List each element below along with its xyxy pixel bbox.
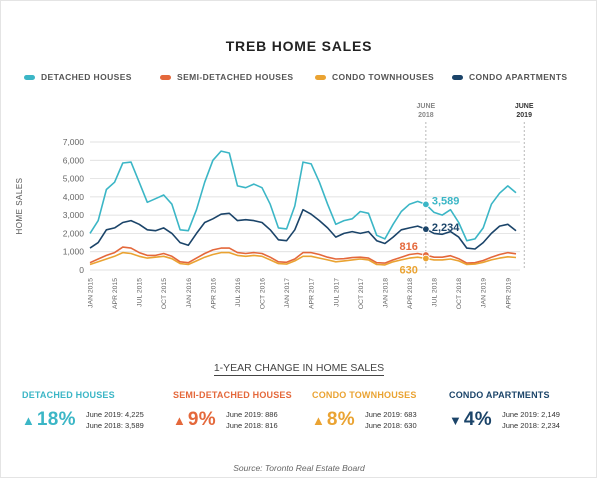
- panel-detail: June 2019: 4,225 June 2018: 3,589: [86, 409, 144, 431]
- legend-label: CONDO TOWNHOUSES: [332, 72, 435, 82]
- panel-name: CONDO TOWNHOUSES: [312, 390, 417, 400]
- panel-percent: 18%: [36, 409, 76, 430]
- x-tick-label: OCT 2018: [456, 278, 463, 309]
- change-panel-condo-townhouses: CONDO TOWNHOUSES ▲ 8% June 2019: 683 Jun…: [312, 390, 462, 431]
- series-line: [89, 251, 517, 266]
- x-tick-label: JAN 2016: [186, 278, 193, 308]
- legend-label: SEMI-DETACHED HOUSES: [177, 72, 294, 82]
- x-tick-label: OCT 2016: [260, 278, 267, 309]
- x-tick-label: OCT 2015: [161, 278, 168, 309]
- panel-line-2018: June 2018: 816: [225, 421, 278, 430]
- x-tick-label: APR 2019: [505, 278, 512, 309]
- panel-line-2018: June 2018: 630: [364, 421, 417, 430]
- up-arrow-icon: ▲: [312, 412, 325, 428]
- change-panel-condo-apartments: CONDO APARTMENTS ▼ 4% June 2019: 2,149 J…: [449, 390, 598, 431]
- panel-name: SEMI-DETACHED HOUSES: [173, 390, 292, 400]
- marker-value-label: 630: [400, 264, 418, 276]
- x-tick-label: OCT 2017: [358, 278, 365, 309]
- panel-row: ▲ 18% June 2019: 4,225 June 2018: 3,589: [22, 409, 172, 431]
- marker-label-year: 2019: [516, 112, 532, 119]
- legend-item-condo-townhouses: CONDO TOWNHOUSES: [315, 72, 434, 82]
- y-tick-label: 4,000: [63, 192, 85, 202]
- x-tick-label: JAN 2015: [88, 278, 95, 308]
- panel-line-2019: June 2019: 886: [225, 410, 278, 419]
- section-title: 1-YEAR CHANGE IN HOME SALES: [0, 362, 598, 376]
- x-tick-label: JUL 2016: [235, 278, 242, 307]
- x-tick-label: JUL 2018: [432, 278, 439, 307]
- x-tick-label: JUL 2017: [333, 278, 340, 307]
- marker-label-month: JUNE: [417, 103, 436, 110]
- legend-swatch: [315, 74, 326, 80]
- line-chart: 0 1,000 2,000 3,000 4,000 5,000 6,000 7,000 HOME…: [15, 103, 534, 309]
- panel-row: ▲ 8% June 2019: 683 June 2018: 630: [312, 409, 462, 431]
- y-tick-label: 1,000: [63, 247, 85, 257]
- series-line: [89, 208, 517, 250]
- x-tick-label: JAN 2017: [284, 278, 291, 308]
- series-line: [89, 246, 517, 264]
- panel-name: CONDO APARTMENTS: [449, 390, 550, 400]
- legend-swatch: [452, 74, 463, 80]
- x-tick-label: JUL 2015: [137, 278, 144, 307]
- panel-line-2019: June 2019: 683: [364, 410, 417, 419]
- marker-point: [422, 200, 430, 209]
- legend-item-semi-detached: SEMI-DETACHED HOUSES: [160, 72, 293, 82]
- up-arrow-icon: ▲: [22, 412, 35, 428]
- change-panel-semi-detached: SEMI-DETACHED HOUSES ▲ 9% June 2019: 886…: [173, 390, 323, 431]
- y-tick-label: 0: [79, 265, 84, 275]
- panel-row: ▲ 9% June 2019: 886 June 2018: 816: [173, 409, 323, 431]
- y-tick-label: 5,000: [63, 174, 85, 184]
- panel-detail: June 2019: 2,149 June 2018: 2,234: [502, 409, 560, 431]
- x-tick-label: APR 2016: [210, 278, 217, 309]
- legend-item-detached: DETACHED HOUSES: [24, 72, 132, 82]
- panel-detail: June 2019: 683 June 2018: 630: [365, 409, 417, 431]
- x-tick-label: JAN 2019: [481, 278, 488, 308]
- y-tick-label: 7,000: [63, 137, 85, 147]
- y-axis-label: HOME SALES: [15, 177, 24, 234]
- y-tick-label: 3,000: [63, 210, 85, 220]
- y-tick-label: 2,000: [63, 228, 85, 238]
- panel-percent: 4%: [463, 409, 492, 430]
- panel-line-2018: June 2018: 2,234: [501, 421, 560, 430]
- panel-line-2019: June 2019: 2,149: [501, 410, 560, 419]
- panel-percent: 9%: [187, 409, 216, 430]
- legend-item-condo-apartments: CONDO APARTMENTS: [452, 72, 567, 82]
- down-arrow-icon: ▼: [449, 412, 462, 428]
- panel-row: ▼ 4% June 2019: 2,149 June 2018: 2,234: [449, 409, 598, 431]
- x-tick-label: APR 2018: [407, 278, 414, 309]
- legend-swatch: [160, 74, 171, 80]
- x-tick-label: APR 2017: [309, 278, 316, 309]
- panel-percent: 8%: [326, 409, 355, 430]
- source-note: Source: Toronto Real Estate Board: [233, 463, 365, 473]
- panel-detail: June 2019: 886 June 2018: 816: [226, 409, 278, 431]
- marker-value-label: 3,589: [432, 195, 460, 207]
- panel-name: DETACHED HOUSES: [22, 390, 115, 400]
- legend-label: CONDO APARTMENTS: [469, 72, 568, 82]
- marker-point: [422, 254, 430, 263]
- section-title-text: 1-YEAR CHANGE IN HOME SALES: [213, 362, 385, 376]
- up-arrow-icon: ▲: [173, 412, 186, 428]
- panel-line-2019: June 2019: 4,225: [85, 410, 144, 419]
- series-line: [89, 150, 517, 242]
- x-tick-label: APR 2015: [112, 278, 119, 309]
- y-tick-label: 6,000: [63, 155, 85, 165]
- marker-value-label: 2,234: [432, 222, 460, 234]
- marker-point: [422, 225, 430, 233]
- marker-value-label: 816: [400, 241, 418, 253]
- chart-title: TREB HOME SALES: [225, 38, 373, 54]
- x-tick-label: JAN 2018: [382, 278, 389, 308]
- panel-line-2018: June 2018: 3,589: [85, 421, 144, 430]
- marker-label-year: 2018: [418, 112, 434, 119]
- legend-label: DETACHED HOUSES: [41, 72, 132, 82]
- marker-label-month: JUNE: [515, 103, 534, 110]
- legend: DETACHED HOUSES SEMI-DETACHED HOUSES CON…: [20, 72, 588, 86]
- change-panel-detached: DETACHED HOUSES ▲ 18% June 2019: 4,225 J…: [22, 390, 172, 431]
- legend-swatch: [24, 74, 35, 80]
